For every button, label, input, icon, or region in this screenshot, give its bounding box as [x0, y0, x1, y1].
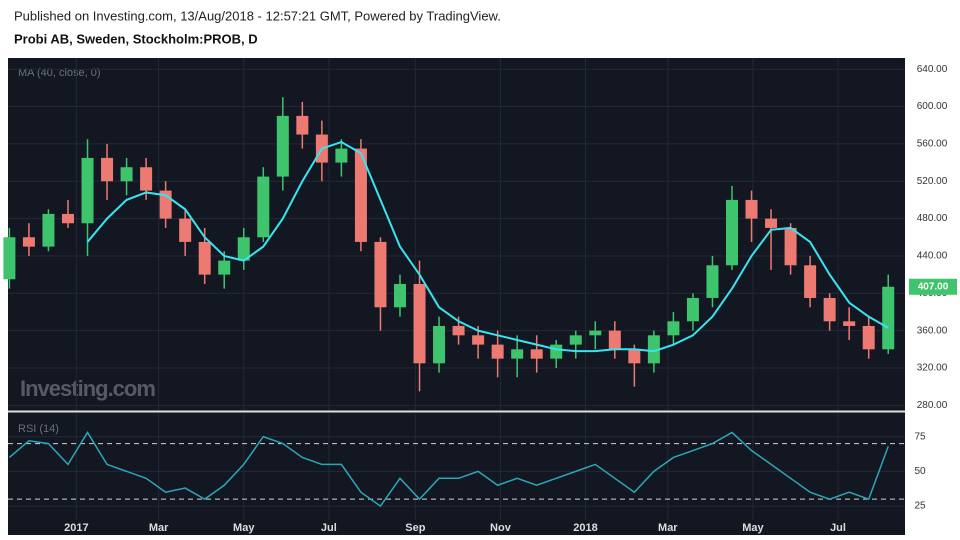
candle-body	[354, 148, 367, 242]
x-tick-label: 2018	[573, 522, 597, 534]
candle-body	[237, 237, 250, 261]
candle-body	[569, 335, 582, 345]
y-tick-label: 600.00	[917, 101, 948, 112]
candle-body	[686, 297, 699, 322]
candle-body	[393, 283, 406, 308]
candle-body	[413, 283, 426, 364]
candle-body	[101, 157, 114, 182]
candle-body	[550, 344, 563, 359]
last-price-label: 407.00	[918, 281, 949, 292]
candle-body	[81, 157, 94, 224]
published-line: Published on Investing.com, 13/Aug/2018 …	[14, 8, 501, 23]
candle-body	[218, 260, 231, 275]
candle-body	[296, 115, 309, 135]
candle-body	[472, 335, 485, 345]
candle-body	[862, 325, 875, 350]
ma-label: MA (40, close, 0)	[18, 67, 101, 79]
candle-body	[257, 176, 270, 238]
candle-body	[61, 213, 74, 224]
y-tick-label: 560.00	[917, 139, 948, 150]
y-tick-label: 50	[914, 466, 926, 477]
y-tick-label: 75	[914, 431, 926, 442]
y-tick-label: 360.00	[917, 325, 948, 336]
ma-line	[86, 140, 889, 353]
chart-background	[8, 58, 905, 535]
y-tick-label: 520.00	[917, 176, 948, 187]
candle-body	[433, 325, 446, 364]
candle-body	[335, 148, 348, 163]
x-tick-label: Jul	[321, 522, 337, 534]
watermark: Investing.com	[20, 376, 155, 401]
candle-body	[3, 237, 16, 280]
candle-body	[452, 325, 465, 336]
candle-body	[882, 286, 895, 350]
candle-body	[608, 330, 621, 350]
candle-body	[179, 218, 192, 242]
y-tick-label: 280.00	[917, 400, 948, 411]
y-tick-label: 640.00	[917, 64, 948, 75]
y-tick-label: 320.00	[917, 363, 948, 374]
price-axis	[905, 58, 960, 412]
x-tick-label: May	[742, 522, 764, 534]
candle-body	[42, 213, 55, 247]
candle-body	[276, 115, 289, 177]
x-tick-label: Mar	[149, 522, 169, 534]
candle-body	[589, 330, 602, 336]
candle-body	[374, 241, 387, 308]
candle-body	[804, 265, 817, 298]
candle-body	[628, 349, 641, 364]
y-tick-label: 480.00	[917, 213, 948, 224]
candle-body	[198, 241, 211, 275]
candle-body	[120, 167, 133, 182]
rsi-axis	[905, 413, 960, 535]
candle-body	[784, 227, 797, 266]
x-tick-label: Sep	[405, 522, 425, 534]
y-tick-label: 440.00	[917, 251, 948, 262]
instrument-title: Probi AB, Sweden, Stockholm:PROB, D	[14, 31, 258, 46]
candle-body	[765, 218, 778, 228]
last-price-box	[909, 278, 957, 295]
candle-body	[140, 167, 153, 191]
candle-body	[745, 199, 758, 219]
candle-body	[667, 321, 680, 336]
x-tick-label: May	[233, 522, 255, 534]
rsi-label: RSI (14)	[18, 423, 59, 435]
x-tick-label: Nov	[490, 522, 512, 534]
candle-body	[22, 237, 35, 247]
candle-body	[725, 199, 738, 266]
rsi-line	[8, 431, 889, 508]
candle-body	[647, 335, 660, 364]
x-tick-label: 2017	[64, 522, 88, 534]
candle-body	[530, 349, 543, 359]
candle-body	[843, 321, 856, 326]
x-tick-label: Mar	[658, 522, 678, 534]
candle-body	[823, 297, 836, 322]
candle-body	[706, 265, 719, 298]
candle-body	[491, 344, 504, 359]
candle-body	[511, 349, 524, 359]
x-tick-label: Jul	[830, 522, 846, 534]
y-tick-label: 25	[914, 501, 926, 512]
